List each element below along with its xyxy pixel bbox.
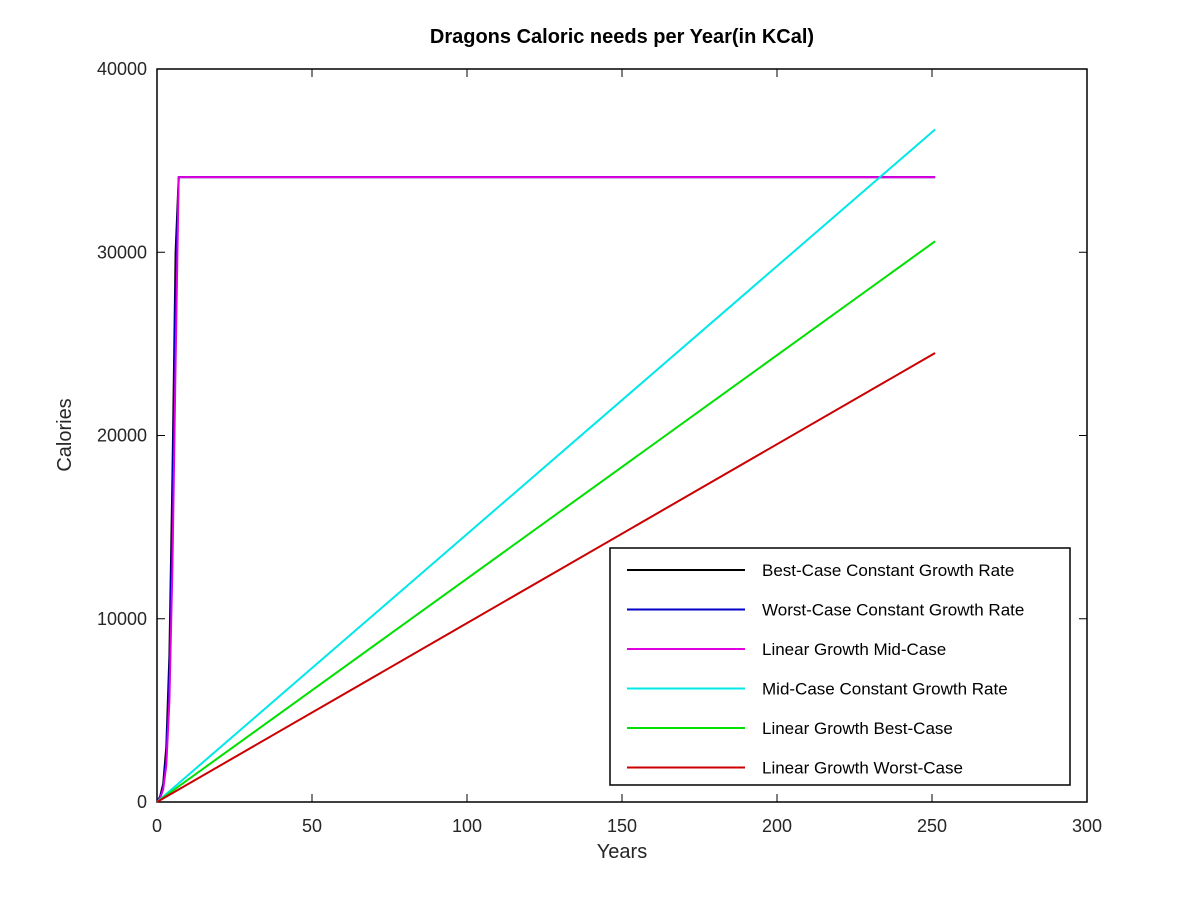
x-tick-label: 100	[452, 816, 482, 836]
x-tick-label: 200	[762, 816, 792, 836]
series-line-4	[156, 128, 936, 803]
series-line-3	[156, 176, 936, 803]
x-axis-label: Years	[597, 841, 647, 863]
chart-title: Dragons Caloric needs per Year(in KCal)	[430, 26, 814, 48]
y-axis-label: Calories	[54, 398, 76, 471]
x-tick-label: 250	[917, 816, 947, 836]
legend-label-1: Best-Case Constant Growth Rate	[762, 561, 1014, 580]
legend-box	[609, 547, 1071, 786]
legend-label-2: Worst-Case Constant Growth Rate	[762, 601, 1024, 620]
x-tick-label: 50	[302, 816, 322, 836]
legend: Best-Case Constant Growth Rate Worst-Case…	[609, 547, 1071, 786]
axis-ticks: 0 50 100 150 200 250 300 0 10000 20000 30000 40000	[97, 59, 1102, 836]
series-line-5	[156, 240, 936, 803]
y-tick-label: 0	[137, 792, 147, 812]
legend-label-6: Linear Growth Worst-Case	[762, 759, 963, 778]
y-tick-label: 30000	[97, 242, 147, 262]
series-lines	[156, 128, 936, 803]
y-tick-label: 20000	[97, 426, 147, 446]
legend-label-3: Linear Growth Mid-Case	[762, 640, 946, 659]
legend-label-5: Linear Growth Best-Case	[762, 719, 953, 738]
x-tick-label: 0	[152, 816, 162, 836]
series-line-6	[156, 352, 936, 803]
x-tick-label: 300	[1072, 816, 1102, 836]
x-tick-label: 150	[607, 816, 637, 836]
y-tick-label: 40000	[97, 59, 147, 79]
y-tick-label: 10000	[97, 609, 147, 629]
legend-label-4: Mid-Case Constant Growth Rate	[762, 680, 1008, 699]
